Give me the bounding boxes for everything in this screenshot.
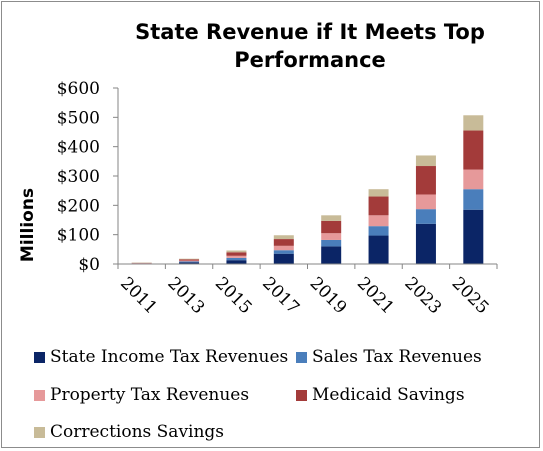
bar-segment-2015-s0 xyxy=(226,260,247,264)
legend-swatch xyxy=(34,351,45,363)
bar-segment-2017-s3 xyxy=(273,239,294,246)
bar-segment-2013-s3 xyxy=(179,259,200,261)
bar-segment-2019-s4 xyxy=(321,215,342,221)
legend-label: Medicaid Savings xyxy=(312,385,465,405)
bar-segment-2017-s1 xyxy=(273,250,294,254)
bar-segment-2019-s1 xyxy=(321,239,342,247)
bar-segment-2015-s3 xyxy=(226,252,247,256)
bar-segment-2025-s2 xyxy=(463,169,484,190)
bar-segment-2023-s0 xyxy=(415,223,436,264)
y-tick-label: $500 xyxy=(57,108,100,128)
bar-segment-2021-s0 xyxy=(368,235,389,264)
legend-item-property-tax: Property Tax Revenues xyxy=(34,383,249,407)
bar-segment-2025-s3 xyxy=(463,130,484,170)
y-tick-label: $400 xyxy=(57,138,100,158)
bar-segment-2021-s4 xyxy=(368,189,389,197)
x-tick-label: 2011 xyxy=(116,273,161,318)
legend-label: Sales Tax Revenues xyxy=(312,347,482,367)
bar-segment-2019-s3 xyxy=(321,220,342,234)
x-tick-label: 2017 xyxy=(258,273,303,318)
y-tick-label: $0 xyxy=(78,255,100,275)
x-tick-label: 2021 xyxy=(353,273,398,318)
legend-item-state-income-tax: State Income Tax Revenues xyxy=(34,345,288,369)
x-tick-label: 2025 xyxy=(448,273,493,318)
x-tick-label: 2013 xyxy=(164,273,209,318)
bar-segment-2025-s0 xyxy=(463,209,484,264)
bar-segment-2015-s4 xyxy=(226,250,247,253)
bar-segment-2017-s2 xyxy=(273,245,294,251)
bar-segment-2025-s1 xyxy=(463,189,484,210)
bar-segment-2013-s1 xyxy=(179,261,200,263)
bar-segment-2019-s2 xyxy=(321,233,342,240)
y-axis-label: Millions xyxy=(18,188,38,262)
legend-label: Property Tax Revenues xyxy=(50,385,250,405)
legend-item-corrections-savings: Corrections Savings xyxy=(34,420,224,444)
bars-layer xyxy=(131,115,484,264)
legend-swatch xyxy=(296,389,307,401)
legend: State Income Tax Revenues Sales Tax Reve… xyxy=(34,345,534,445)
y-tick-label: $100 xyxy=(57,226,100,246)
legend-item-medicaid-savings: Medicaid Savings xyxy=(296,383,465,407)
bar-segment-2013-s0 xyxy=(179,262,200,264)
bar-segment-2019-s0 xyxy=(321,246,342,264)
x-tick-label: 2015 xyxy=(211,273,256,318)
bar-segment-2021-s3 xyxy=(368,196,389,216)
y-tick-label: $600 xyxy=(57,79,100,99)
bar-segment-2013-s4 xyxy=(179,258,200,260)
bar-segment-2021-s2 xyxy=(368,215,389,227)
bar-segment-2015-s1 xyxy=(226,257,247,261)
chart-title: State Revenue if It Meets Top Performanc… xyxy=(135,20,485,72)
legend-swatch xyxy=(296,351,307,363)
legend-swatch xyxy=(34,389,45,401)
bar-segment-2021-s1 xyxy=(368,226,389,236)
bar-segment-2023-s2 xyxy=(415,194,436,210)
x-tick-label: 2023 xyxy=(400,273,445,318)
legend-label: Corrections Savings xyxy=(50,422,225,442)
bar-segment-2013-s2 xyxy=(179,260,200,262)
y-tick-label: $300 xyxy=(57,167,100,187)
bar-segment-2023-s3 xyxy=(415,166,436,195)
bar-segment-2023-s1 xyxy=(415,209,436,224)
bar-segment-2015-s2 xyxy=(226,255,247,258)
y-tick-label: $200 xyxy=(57,196,100,216)
legend-swatch xyxy=(34,426,45,438)
bar-segment-2017-s0 xyxy=(273,253,294,264)
legend-item-sales-tax: Sales Tax Revenues xyxy=(296,345,482,369)
bar-segment-2017-s4 xyxy=(273,235,294,240)
x-tick-label: 2019 xyxy=(306,273,351,318)
bar-segment-2023-s4 xyxy=(415,155,436,167)
bar-segment-2025-s4 xyxy=(463,115,484,131)
legend-label: State Income Tax Revenues xyxy=(50,347,289,367)
